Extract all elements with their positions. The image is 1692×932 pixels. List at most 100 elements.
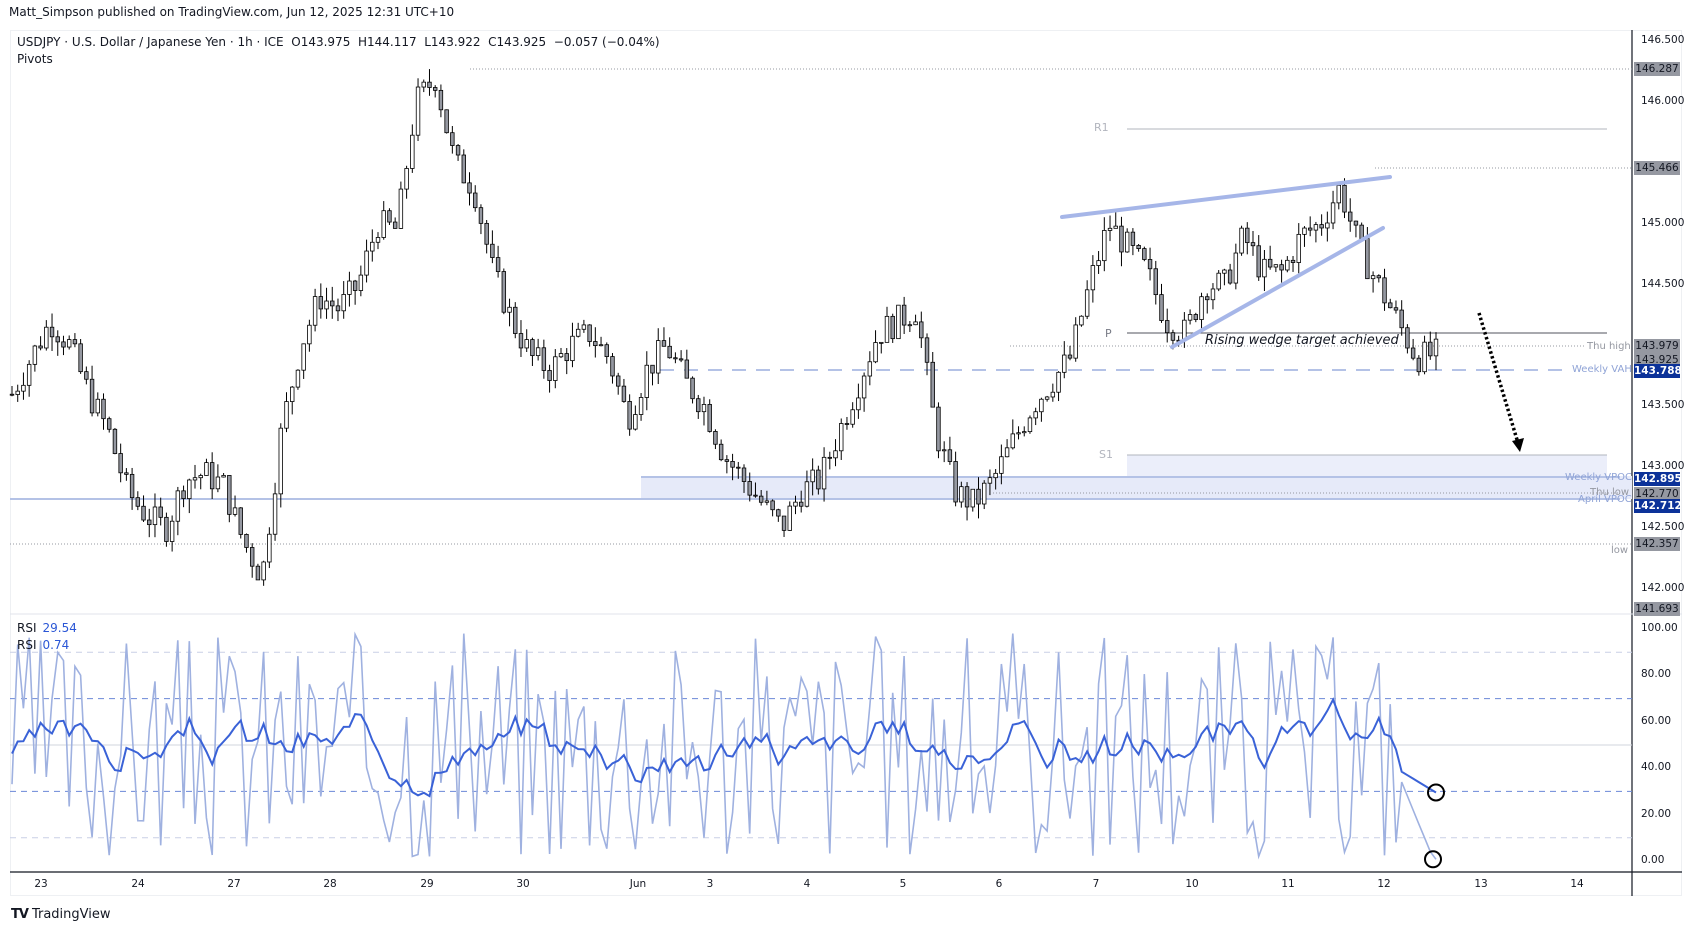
price-badge: 142.357: [1634, 537, 1680, 551]
candle-body: [198, 475, 203, 479]
candle-body: [61, 341, 66, 348]
indicator-legend-pivots[interactable]: Pivots: [17, 52, 53, 66]
candle-body: [55, 336, 60, 343]
rsi-tick: 20.00: [1641, 807, 1672, 820]
candle-body: [267, 533, 272, 563]
candle-body: [135, 497, 141, 507]
candle-body: [684, 359, 690, 379]
symbol-legend[interactable]: USDJPY · U.S. Dollar / Japanese Yen · 1h…: [17, 35, 660, 49]
wedge-annotation[interactable]: Rising wedge target achieved: [1205, 333, 1399, 348]
rsi-tick: 80.00: [1641, 668, 1672, 681]
candle-body: [370, 241, 375, 252]
candle-body: [827, 456, 832, 459]
candle-body: [736, 466, 741, 469]
candle-body: [999, 456, 1004, 474]
date-label: Jun: [629, 878, 647, 890]
candle-body: [1245, 227, 1250, 244]
date-label: 13: [1474, 878, 1488, 890]
candle-body: [1256, 245, 1261, 278]
candle-body: [44, 326, 49, 349]
candle-body: [718, 443, 724, 461]
date-label: 11: [1281, 878, 1295, 890]
candle-body: [1039, 398, 1044, 413]
weekly-vpoc-label: Weekly VPOC: [1565, 472, 1632, 483]
candle-body: [1170, 332, 1176, 341]
candle-body: [1027, 417, 1033, 433]
candle-body: [547, 370, 552, 381]
pivot-r1-label: R1: [1094, 121, 1109, 134]
candle-body: [1136, 245, 1141, 250]
candle-body: [644, 364, 649, 398]
candle-body: [1233, 252, 1239, 284]
candle-body: [513, 306, 518, 334]
candle-body: [1393, 307, 1399, 311]
candle-body: [696, 398, 701, 413]
rsi-legend-fast[interactable]: RSI 0.74: [17, 638, 70, 652]
candle-body: [181, 490, 186, 500]
candle-body: [604, 344, 609, 357]
candle-body: [667, 345, 672, 359]
candle-body: [438, 89, 444, 111]
candle-body: [72, 339, 78, 345]
candle-body: [678, 358, 684, 361]
pivot-s1-label: S1: [1099, 448, 1113, 461]
candle-body: [307, 324, 312, 345]
candle-body: [227, 475, 232, 515]
candle-body: [518, 333, 524, 349]
candle-body: [1050, 391, 1056, 398]
candle-body: [381, 210, 386, 238]
candle-body: [1096, 260, 1101, 266]
candle-body: [907, 324, 913, 327]
tradingview-logo[interactable]: TV TradingView: [11, 907, 111, 922]
candle-body: [690, 377, 695, 400]
rsi-main-line: [11, 697, 1437, 798]
candle-body: [758, 495, 764, 503]
candle-body: [1239, 227, 1244, 254]
candle-body: [810, 469, 815, 483]
candle-body: [633, 414, 638, 430]
candle-body: [295, 369, 301, 388]
candle-body: [816, 469, 821, 490]
candle-body: [707, 404, 712, 432]
candle-body: [1370, 275, 1376, 280]
candle-body: [844, 423, 850, 425]
candle-body: [421, 81, 426, 88]
candle-body: [638, 397, 644, 415]
candle-body: [673, 357, 678, 360]
candle-body: [867, 361, 873, 377]
pivot-p-label: P: [1105, 327, 1112, 340]
candle-body: [524, 339, 529, 349]
price-tick: 146.000: [1641, 94, 1685, 107]
rsi-highlight-circle: [1424, 850, 1442, 869]
candle-body: [490, 243, 495, 258]
candle-body: [152, 506, 158, 526]
candle-body: [272, 493, 278, 535]
rsi-legend-main[interactable]: RSI 29.54: [17, 621, 77, 635]
candle-body: [215, 476, 221, 490]
candle-body: [404, 168, 409, 190]
candle-body: [1016, 432, 1021, 435]
candle-body: [770, 500, 775, 511]
date-label: 28: [323, 878, 337, 890]
candle-body: [993, 472, 998, 479]
candle-body: [261, 561, 266, 581]
candle-body: [1062, 354, 1067, 373]
candle-body: [415, 86, 421, 136]
candle-body: [318, 296, 324, 310]
candle-body: [850, 409, 855, 425]
candle-body: [1273, 264, 1279, 268]
candle-body: [209, 462, 215, 490]
candle-body: [964, 486, 970, 508]
candle-body: [1067, 354, 1073, 359]
chart-frame: [10, 30, 1682, 896]
candle-body: [1056, 371, 1061, 393]
candle-body: [1102, 230, 1107, 262]
candle-body: [387, 210, 392, 223]
candle-body: [1325, 222, 1330, 229]
thu-low-label: Thu low: [1590, 487, 1630, 498]
candle-body: [570, 335, 575, 362]
date-label: 12: [1377, 878, 1391, 890]
candle-body: [581, 324, 587, 330]
candle-body: [84, 371, 89, 380]
